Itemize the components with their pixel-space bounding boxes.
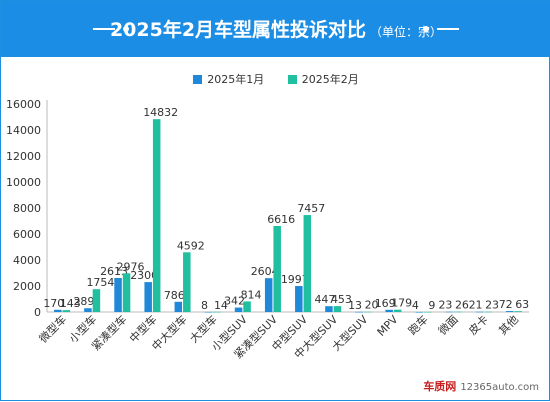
data-label: 342	[224, 295, 245, 308]
data-label: 2300	[130, 269, 158, 282]
y-tick-label: 4000	[13, 254, 41, 267]
data-label: 169	[375, 297, 396, 310]
bar-jan	[295, 286, 303, 312]
bar-jan	[144, 282, 152, 312]
bar-jan	[325, 306, 333, 312]
y-tick-label: 14000	[6, 124, 41, 137]
bar-feb	[303, 215, 312, 312]
bar-jan	[54, 309, 62, 312]
bar-feb	[243, 301, 251, 312]
data-label: 8	[201, 299, 208, 312]
y-tick-label: 10000	[6, 176, 41, 189]
bar-feb	[213, 311, 221, 313]
bar-jan	[505, 311, 514, 312]
y-tick-label: 8000	[13, 202, 41, 215]
data-label: 6616	[267, 213, 295, 226]
chart-title: 2025年2月车型属性投诉对比	[109, 19, 367, 41]
decor-dash-left	[93, 28, 115, 30]
data-label: 1997	[281, 273, 309, 286]
bar-jan	[445, 311, 454, 313]
data-label: 4	[412, 299, 419, 312]
legend-item-feb: 2025年2月	[287, 71, 359, 87]
data-label: 786	[164, 289, 185, 302]
legend-swatch-feb	[287, 75, 297, 84]
bar-jan	[385, 309, 393, 312]
y-tick-label: 16000	[6, 98, 41, 111]
decor-dash-right	[437, 28, 459, 30]
data-label: 14832	[143, 106, 178, 119]
data-label: 23	[438, 299, 452, 312]
data-label: 72	[499, 298, 513, 311]
bar-feb	[183, 252, 191, 312]
chart-legend: 2025年1月 2025年2月	[1, 71, 550, 87]
legend-label-jan: 2025年1月	[207, 73, 265, 86]
bar-jan	[234, 307, 243, 312]
y-tick-label: 0	[34, 306, 41, 319]
data-label: 447	[314, 293, 335, 306]
watermark: 车质网 12365auto.com	[423, 378, 539, 394]
data-label: 4592	[177, 239, 205, 252]
data-label: 179	[391, 297, 412, 310]
bar-jan	[264, 278, 273, 312]
data-label: 21	[469, 299, 483, 312]
data-label: 170	[43, 297, 64, 310]
decor-dot-right	[423, 26, 429, 32]
x-tick-label: 跑车	[405, 312, 430, 337]
bar-feb	[273, 225, 281, 312]
decor-dot-left	[123, 26, 129, 32]
x-tick-label: MPV	[375, 313, 401, 339]
bar-feb	[122, 273, 131, 312]
x-tick-label: 微面	[435, 312, 460, 337]
watermark-site: 12365auto.com	[460, 382, 539, 393]
data-label: 20	[365, 299, 379, 312]
bar-feb	[424, 311, 432, 313]
bar-feb	[393, 309, 402, 312]
title-banner: 2025年2月车型属性投诉对比 （单位：宗）	[1, 1, 550, 57]
data-label: 1754	[86, 276, 114, 289]
bar-jan	[415, 311, 424, 313]
bar-feb	[514, 311, 522, 312]
bar-feb	[92, 289, 101, 312]
bar-feb	[363, 311, 372, 313]
y-tick-label: 2000	[13, 280, 41, 293]
legend-item-jan: 2025年1月	[193, 71, 264, 87]
data-label: 7457	[297, 202, 325, 215]
data-label: 2613	[100, 265, 128, 278]
x-tick-label: 其他	[496, 313, 521, 338]
legend-swatch-jan	[193, 75, 203, 84]
data-label: 63	[515, 298, 529, 311]
data-label: 14	[214, 299, 228, 312]
data-label: 2976	[117, 260, 145, 273]
bar-feb	[484, 311, 492, 313]
y-tick-label: 6000	[13, 228, 41, 241]
bar-jan	[355, 311, 363, 313]
bar-feb	[62, 310, 71, 312]
bar-jan	[84, 308, 92, 312]
data-label: 9	[428, 299, 435, 312]
data-label: 2604	[251, 265, 279, 278]
bar-jan	[475, 311, 484, 313]
bar-jan	[114, 278, 122, 312]
data-label: 814	[241, 288, 262, 301]
bar-feb	[333, 306, 342, 312]
bar-feb	[454, 311, 462, 313]
data-label: 453	[331, 293, 352, 306]
bar-jan	[204, 311, 213, 313]
y-tick-label: 12000	[6, 150, 41, 163]
legend-label-feb: 2025年2月	[301, 73, 359, 86]
x-tick-label: 皮卡	[466, 313, 491, 338]
data-label: 289	[73, 295, 94, 308]
data-label: 26	[455, 299, 469, 312]
watermark-brand: 车质网	[423, 380, 457, 393]
bar-jan	[174, 301, 183, 312]
data-label: 23	[485, 299, 499, 312]
data-label: 13	[348, 299, 362, 312]
bar-feb	[152, 119, 161, 313]
data-label: 143	[60, 297, 81, 310]
